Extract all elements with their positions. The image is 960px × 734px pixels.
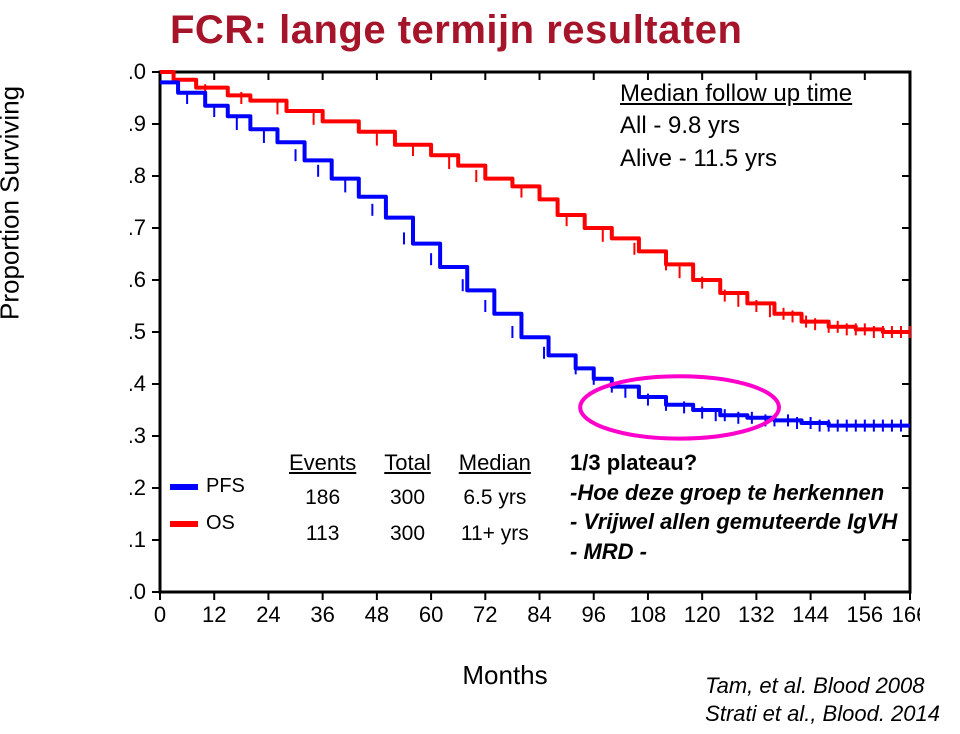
x-tick-label: 96 xyxy=(581,602,605,627)
x-tick-label: 132 xyxy=(738,602,775,627)
x-tick-label: 24 xyxy=(256,602,280,627)
x-tick-label: 60 xyxy=(419,602,443,627)
th-total: Total xyxy=(370,450,444,480)
citation-block: Tam, et al. Blood 2008 Strati et al., Bl… xyxy=(705,672,940,727)
plateau-line-1: -Hoe deze groep te herkennen xyxy=(570,480,884,505)
followup-block: Median follow up time All - 9.8 yrs Aliv… xyxy=(620,78,852,175)
legend: PFS OS xyxy=(170,475,245,549)
th-median: Median xyxy=(445,450,545,480)
cell-pfs-median: 6.5 yrs xyxy=(445,480,545,516)
y-tick-label: 0.9 xyxy=(130,111,146,136)
cell-pfs-total: 300 xyxy=(370,480,444,516)
legend-label-os: OS xyxy=(206,512,235,535)
citation-1: Tam, et al. Blood 2008 xyxy=(705,673,924,698)
plateau-block: 1/3 plateau? -Hoe deze groep te herkenne… xyxy=(570,448,897,567)
y-tick-label: 0.0 xyxy=(130,579,146,604)
x-tick-label: 166 xyxy=(892,602,920,627)
x-tick-label: 12 xyxy=(202,602,226,627)
x-tick-label: 0 xyxy=(154,602,166,627)
events-table: Events Total Median 186 300 6.5 yrs 113 … xyxy=(275,450,545,552)
y-tick-label: 0.3 xyxy=(130,423,146,448)
legend-swatch-os xyxy=(170,521,198,527)
followup-line-1: All - 9.8 yrs xyxy=(620,112,740,139)
plateau-question: 1/3 plateau? xyxy=(570,450,697,475)
legend-swatch-pfs xyxy=(170,484,198,490)
y-tick-label: 0.4 xyxy=(130,371,146,396)
followup-header: Median follow up time xyxy=(620,80,852,107)
y-tick-label: 1.0 xyxy=(130,62,146,84)
plateau-line-2: - Vrijwel allen gemuteerde IgVH xyxy=(570,509,897,534)
cell-os-median: 11+ yrs xyxy=(445,516,545,552)
legend-item-os: OS xyxy=(170,512,245,535)
x-tick-label: 72 xyxy=(473,602,497,627)
y-tick-label: 0.5 xyxy=(130,319,146,344)
y-axis-title: Proportion Surviving xyxy=(0,86,26,320)
table-header-row: Events Total Median xyxy=(275,450,545,480)
x-tick-label: 84 xyxy=(527,602,551,627)
th-events: Events xyxy=(275,450,370,480)
x-tick-label: 120 xyxy=(684,602,721,627)
legend-item-pfs: PFS xyxy=(170,475,245,498)
chart-container: FCR: lange termijn resultaten Proportion… xyxy=(0,0,960,734)
y-tick-label: 0.6 xyxy=(130,267,146,292)
x-tick-label: 48 xyxy=(365,602,389,627)
x-tick-label: 108 xyxy=(630,602,667,627)
table-row: 113 300 11+ yrs xyxy=(275,516,545,552)
y-tick-label: 0.7 xyxy=(130,215,146,240)
cell-os-events: 113 xyxy=(275,516,370,552)
table-row: 186 300 6.5 yrs xyxy=(275,480,545,516)
plateau-line-3: - MRD - xyxy=(570,539,647,564)
x-axis-title: Months xyxy=(462,660,547,691)
chart-title: FCR: lange termijn resultaten xyxy=(170,8,742,53)
x-tick-label: 144 xyxy=(792,602,829,627)
highlight-ellipse xyxy=(580,376,779,438)
cell-pfs-events: 186 xyxy=(275,480,370,516)
y-tick-label: 0.1 xyxy=(130,527,146,552)
y-tick-label: 0.2 xyxy=(130,475,146,500)
citation-2: Strati et al., Blood. 2014 xyxy=(705,701,940,726)
legend-label-pfs: PFS xyxy=(206,475,245,498)
cell-os-total: 300 xyxy=(370,516,444,552)
followup-line-2: Alive - 11.5 yrs xyxy=(620,145,777,172)
x-tick-label: 36 xyxy=(310,602,334,627)
y-tick-label: 0.8 xyxy=(130,163,146,188)
x-tick-label: 156 xyxy=(846,602,883,627)
